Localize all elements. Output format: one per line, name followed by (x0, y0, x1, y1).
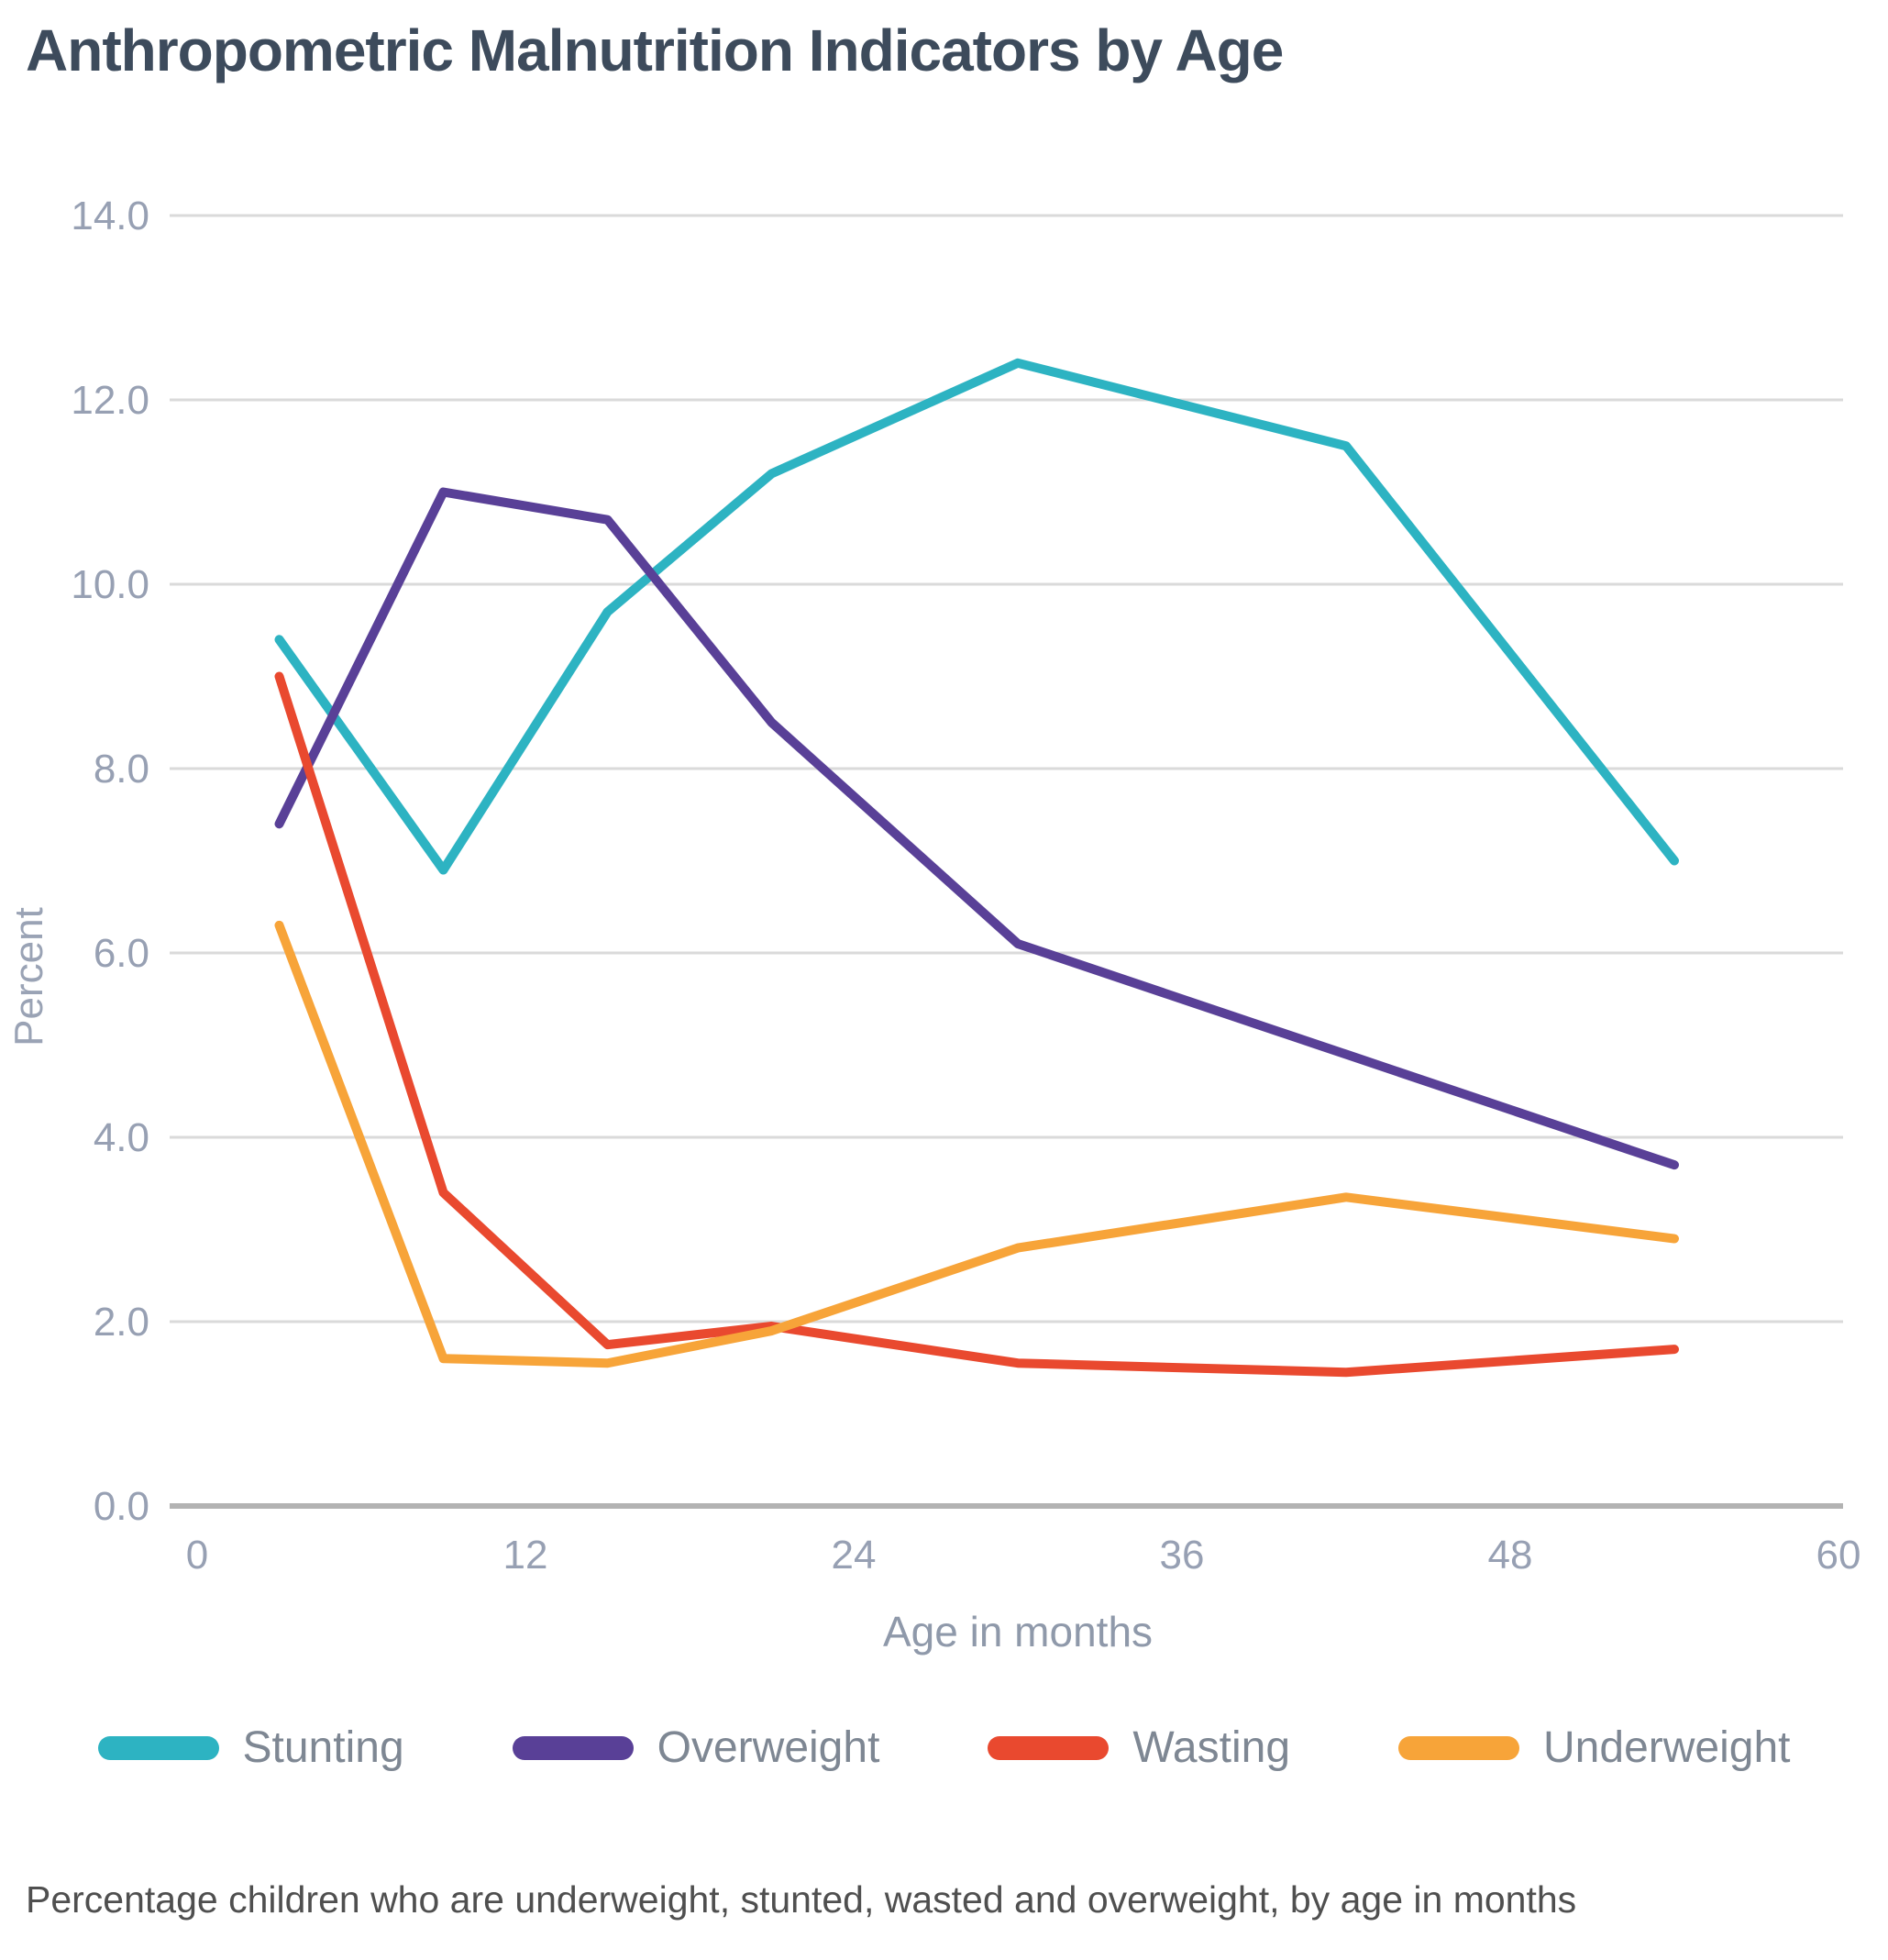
series-line-stunting (274, 358, 1679, 875)
legend-label: Underweight (1543, 1723, 1791, 1772)
y-tick-label: 4.0 (94, 1115, 149, 1160)
legend-item-wasting: Wasting (988, 1722, 1290, 1773)
x-tick-label: 36 (1160, 1533, 1205, 1578)
legend-swatch-underweight (1398, 1735, 1520, 1760)
y-tick-label: 8.0 (94, 747, 149, 792)
legend-swatch-stunting (97, 1735, 219, 1760)
x-tick-label: 24 (832, 1533, 877, 1578)
legend-item-overweight: Overweight (512, 1722, 880, 1773)
y-tick-label: 10.0 (71, 562, 149, 607)
y-tick-label: 0.0 (94, 1484, 149, 1529)
x-tick-label: 48 (1488, 1533, 1533, 1578)
y-axis-title: Percent (6, 907, 51, 1046)
y-tick-label: 12.0 (71, 378, 149, 423)
y-tick-label: 2.0 (94, 1300, 149, 1345)
legend-label: Wasting (1132, 1723, 1291, 1772)
x-tick-label: 12 (503, 1533, 548, 1578)
legend-label: Overweight (657, 1723, 880, 1772)
caption: Percentage children who are underweight,… (26, 1878, 1577, 1921)
y-tick-label: 14.0 (71, 194, 149, 238)
legend: Stunting Overweight Wasting Underweight (0, 1722, 1888, 1773)
series-line-underweight (274, 920, 1679, 1368)
legend-swatch-overweight (512, 1735, 634, 1760)
page-title: Anthropometric Malnutrition Indicators b… (26, 17, 1284, 83)
y-tick-label: 6.0 (94, 931, 149, 976)
legend-swatch-wasting (988, 1735, 1110, 1760)
x-tick-label: 60 (1816, 1533, 1861, 1578)
legend-item-stunting: Stunting (97, 1722, 404, 1773)
x-axis-title: Age in months (882, 1608, 1154, 1655)
legend-item-underweight: Underweight (1398, 1722, 1791, 1773)
x-tick-label: 0 (186, 1533, 208, 1578)
series-line-wasting (274, 671, 1679, 1378)
series-line-overweight (274, 487, 1679, 1170)
legend-label: Stunting (242, 1723, 404, 1772)
